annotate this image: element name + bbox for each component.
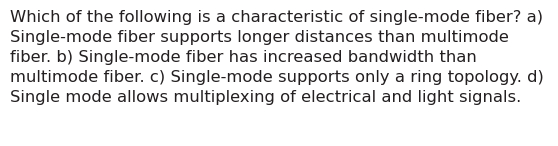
Text: Which of the following is a characteristic of single-mode fiber? a)
Single-mode : Which of the following is a characterist… xyxy=(10,10,544,105)
